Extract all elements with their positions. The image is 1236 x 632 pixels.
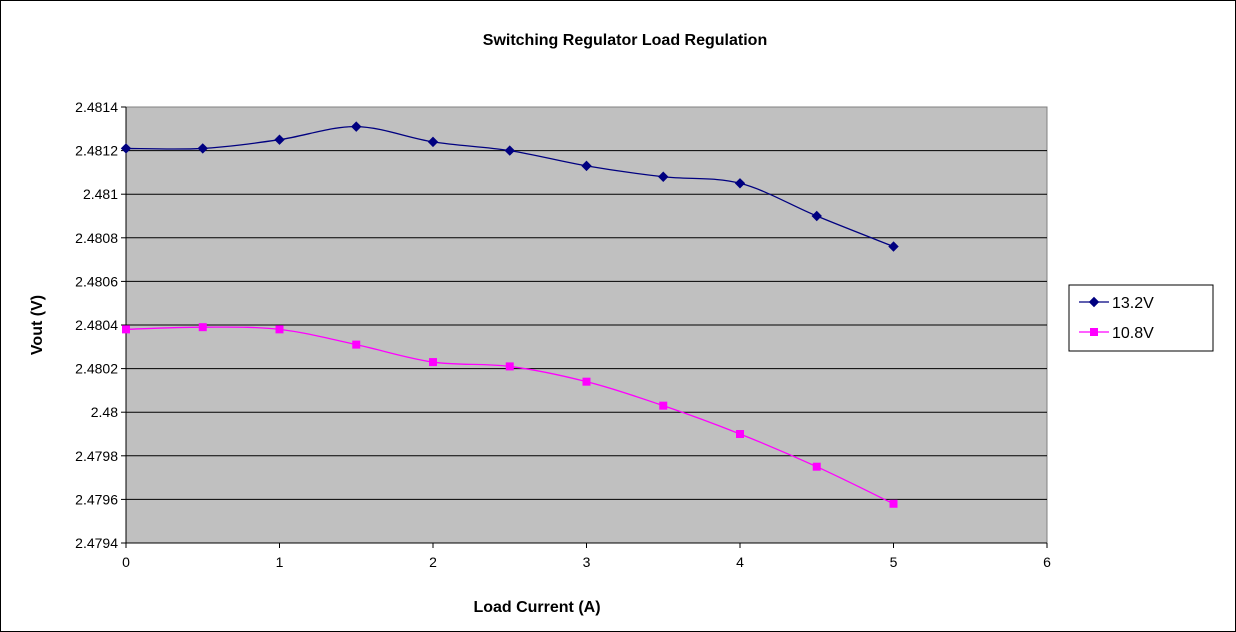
y-tick-label: 2.481 xyxy=(83,186,118,202)
y-tick-label: 2.4812 xyxy=(75,143,118,159)
y-tick-label: 2.4808 xyxy=(75,230,118,246)
x-tick-label: 4 xyxy=(736,554,744,570)
legend-label: 13.2V xyxy=(1112,295,1154,312)
data-point xyxy=(889,499,898,508)
series-1 xyxy=(122,323,898,508)
series-group xyxy=(120,121,899,508)
x-tick-label: 1 xyxy=(276,554,284,570)
y-tick-label: 2.48 xyxy=(91,404,118,420)
y-tick-label: 2.4814 xyxy=(75,99,118,115)
legend-marker xyxy=(1088,296,1100,308)
data-point xyxy=(888,241,899,252)
data-point xyxy=(811,210,822,222)
data-point xyxy=(197,143,208,154)
data-point xyxy=(274,134,285,145)
data-point xyxy=(427,136,439,148)
x-tick-label: 6 xyxy=(1043,554,1051,570)
legend: 13.2V 10.8V xyxy=(1068,284,1214,352)
gridlines xyxy=(126,150,1047,500)
x-tick-label: 3 xyxy=(583,554,591,570)
data-point xyxy=(736,430,744,438)
data-point xyxy=(658,171,669,182)
y-tick-label: 2.4796 xyxy=(75,491,118,507)
data-point xyxy=(120,143,132,154)
y-tick-label: 2.4804 xyxy=(75,317,118,333)
y-tick-label: 2.4798 xyxy=(75,448,118,464)
x-axis-ticks: 0 1 2 3 4 5 6 xyxy=(122,542,1051,570)
data-point xyxy=(504,145,515,156)
legend-box xyxy=(1068,284,1214,352)
x-tick-label: 5 xyxy=(890,554,898,570)
y-tick-label: 2.4802 xyxy=(75,361,118,377)
x-tick-label: 0 xyxy=(122,554,130,570)
data-point xyxy=(122,325,130,334)
series-0 xyxy=(120,121,899,252)
legend-label: 10.8V xyxy=(1112,325,1154,342)
chart-title: Switching Regulator Load Regulation xyxy=(483,32,767,49)
data-point xyxy=(429,358,437,367)
data-point xyxy=(275,325,284,334)
data-point xyxy=(659,401,668,410)
y-tick-label: 2.4806 xyxy=(75,273,118,289)
data-point xyxy=(812,462,821,471)
series-line xyxy=(125,326,894,505)
data-point xyxy=(198,323,207,332)
data-point xyxy=(352,340,361,349)
data-point xyxy=(734,178,746,189)
data-point xyxy=(505,362,514,371)
y-axis-ticks: 2.4794 2.4796 2.4798 2.48 2.4802 2.4804 2.4806… xyxy=(75,99,127,551)
x-tick-label: 2 xyxy=(429,554,437,570)
y-tick-label: 2.4794 xyxy=(75,535,118,551)
x-axis-title: Load Current (A) xyxy=(473,599,600,616)
data-point xyxy=(351,121,362,132)
legend-marker xyxy=(1090,328,1098,336)
data-point xyxy=(581,160,592,172)
data-point xyxy=(582,377,591,386)
y-axis-title: Vout (V) xyxy=(29,295,46,355)
